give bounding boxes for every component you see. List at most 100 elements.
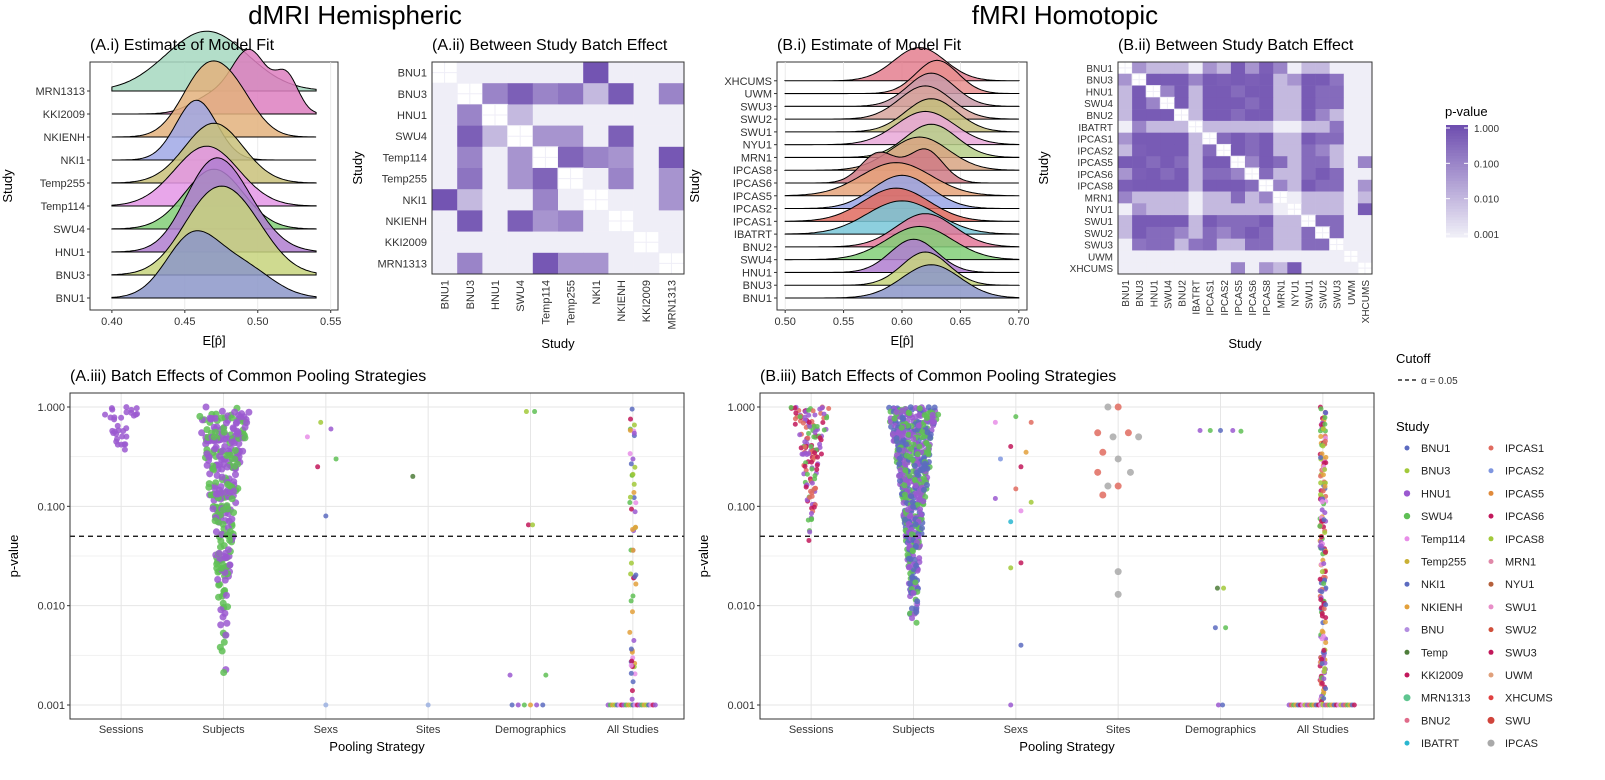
data-point [903, 452, 910, 459]
legends: p-value 1.000 0.100 0.010 0.001 Cutoff α = 0.0… [1396, 104, 1553, 750]
data-point [228, 495, 236, 503]
heat-cell [1343, 226, 1359, 239]
data-point [1322, 529, 1328, 535]
legend-key [1488, 581, 1494, 587]
heat-cell [1245, 73, 1260, 86]
heat-cell [1160, 262, 1175, 275]
heat-cell [482, 62, 508, 84]
heat-cell [1301, 238, 1316, 251]
density-curve-HNU1 [784, 238, 1020, 273]
data-point [916, 412, 923, 419]
colorbar-segment [1446, 231, 1468, 235]
data-point [198, 429, 206, 437]
data-point [916, 405, 923, 412]
heat-cell [658, 125, 685, 148]
x-tick-label: IPCAS2 [1220, 280, 1231, 316]
x-tick-label: Sites [1106, 724, 1131, 736]
heat-cell [457, 210, 483, 232]
data-point [1218, 427, 1223, 433]
heat-cell [1245, 238, 1260, 251]
density-curve-NKIENH [111, 60, 317, 138]
heat-cell [1230, 62, 1246, 75]
data-point [992, 495, 998, 501]
beeswarm-A.iii: 0.001 0.010 0.100 1.000 Sessions Subjects Sexs… [6, 368, 685, 754]
data-point [929, 419, 936, 426]
data-point [223, 619, 231, 627]
data-point [1104, 403, 1112, 411]
data-point [912, 579, 919, 586]
colorbar-segment [1446, 130, 1468, 134]
y-tick-label: IBATRT [1078, 123, 1113, 134]
data-point [1212, 625, 1218, 631]
heat-cell [1259, 132, 1274, 145]
data-point [1322, 467, 1328, 473]
heat-cell [1301, 262, 1316, 275]
data-point [1104, 482, 1112, 490]
legend-label: SWU4 [1421, 511, 1453, 523]
heat-cell [1343, 144, 1359, 157]
heat-cell [1287, 73, 1302, 86]
x-tick-label: HNU1 [490, 280, 502, 310]
heat-cell [1146, 144, 1161, 157]
data-point [113, 438, 120, 445]
y-tick-label: IBATRT [734, 229, 772, 241]
heat-cell [1357, 238, 1373, 251]
heat-cell [1329, 203, 1345, 216]
heat-cell [1343, 109, 1359, 122]
data-point [212, 479, 220, 487]
x-tick-label: KKI2009 [641, 280, 653, 322]
data-point [632, 509, 638, 515]
y-tick-label: HNU1 [55, 247, 85, 259]
heat-cell [1202, 191, 1218, 204]
data-point [220, 638, 228, 646]
colorbar-segment [1446, 164, 1468, 168]
data-point [905, 520, 912, 527]
data-point [226, 451, 234, 459]
legend-key [1488, 559, 1494, 564]
data-point [323, 513, 329, 519]
data-point [911, 476, 918, 483]
heat-cell [1245, 156, 1260, 169]
colorbar-segment [1446, 214, 1468, 218]
heat-cell [1315, 85, 1330, 98]
heat-cell [1174, 262, 1189, 275]
data-point [318, 419, 324, 425]
data-point [931, 404, 938, 411]
data-point [800, 451, 806, 457]
data-point [333, 456, 339, 462]
x-tick-label: UWM [1347, 280, 1358, 305]
heat-cell [1343, 262, 1359, 275]
data-point [909, 499, 916, 506]
data-point [812, 476, 818, 482]
data-point [919, 525, 926, 532]
heat-cell [1118, 97, 1133, 110]
data-point [203, 461, 211, 469]
data-point [211, 445, 219, 453]
colorbar-segment [1446, 167, 1468, 171]
x-tick-label: IBATRT [1192, 280, 1203, 315]
heat-cell [1343, 73, 1359, 86]
density-curve-IPCAS8 [783, 136, 1020, 171]
heat-cell [1118, 191, 1133, 204]
y-tick-label: 1.000 [37, 402, 65, 414]
heat-cell [1301, 132, 1316, 145]
heat-cell [658, 83, 685, 105]
heat-cell [633, 125, 660, 148]
heat-cell [633, 189, 660, 211]
data-point [1320, 426, 1326, 432]
heat-cell [1230, 73, 1246, 86]
colorbar-segment [1446, 206, 1468, 210]
data-point [123, 433, 130, 440]
data-point [806, 451, 812, 457]
data-point [1013, 486, 1019, 492]
heat-cell [1315, 250, 1330, 263]
data-point [802, 444, 808, 450]
data-point [222, 419, 230, 427]
data-point [631, 430, 637, 436]
heat-cell [1343, 179, 1359, 192]
heat-cell [1245, 132, 1260, 145]
y-tick-label: SWU2 [1084, 229, 1113, 240]
legend-key [1403, 490, 1411, 497]
heat-cell [1118, 132, 1133, 145]
legend-label: IPCAS1 [1505, 443, 1544, 455]
